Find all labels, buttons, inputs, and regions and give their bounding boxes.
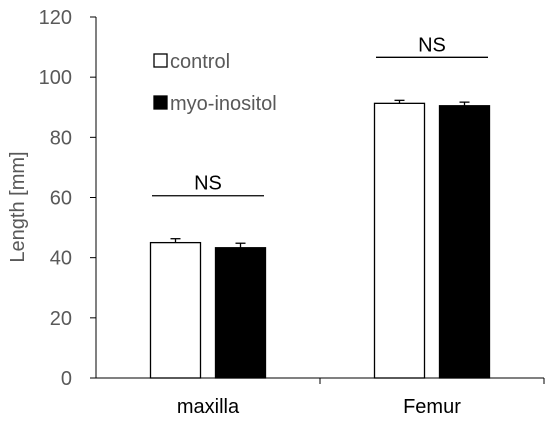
bar-control-maxilla (149, 241, 202, 379)
y-axis-label: Length [mm] (7, 151, 29, 262)
bar-myo-inositol-maxilla (214, 247, 267, 379)
y-tick-label: 120 (39, 7, 72, 29)
bar-myo-inositol-Femur (438, 105, 491, 379)
legend-label: myo-inositol (170, 93, 277, 115)
y-tick-label: 20 (50, 308, 72, 330)
legend-swatch-myo-inositol (153, 95, 168, 110)
chart-legend: control myo-inositol (153, 51, 277, 115)
legend-swatch-control (153, 53, 168, 68)
significance-label: NS (194, 173, 222, 195)
x-tick-label: Femur (403, 396, 461, 418)
chart-bars (149, 99, 491, 379)
y-tick-label: 0 (61, 368, 72, 390)
bar-control-Femur (373, 102, 426, 379)
y-tick-label: 80 (50, 127, 72, 149)
y-tick-label: 100 (39, 67, 72, 89)
y-tick-label: 40 (50, 248, 72, 270)
y-tick-label: 60 (50, 188, 72, 210)
significance-label: NS (418, 34, 446, 56)
chart-annotations: NS NS (152, 34, 488, 197)
legend-label: control (170, 51, 230, 73)
x-tick-label: maxilla (177, 396, 240, 418)
chart-axes: 0 20 40 60 80 100 120 maxilla Femur (39, 7, 545, 418)
